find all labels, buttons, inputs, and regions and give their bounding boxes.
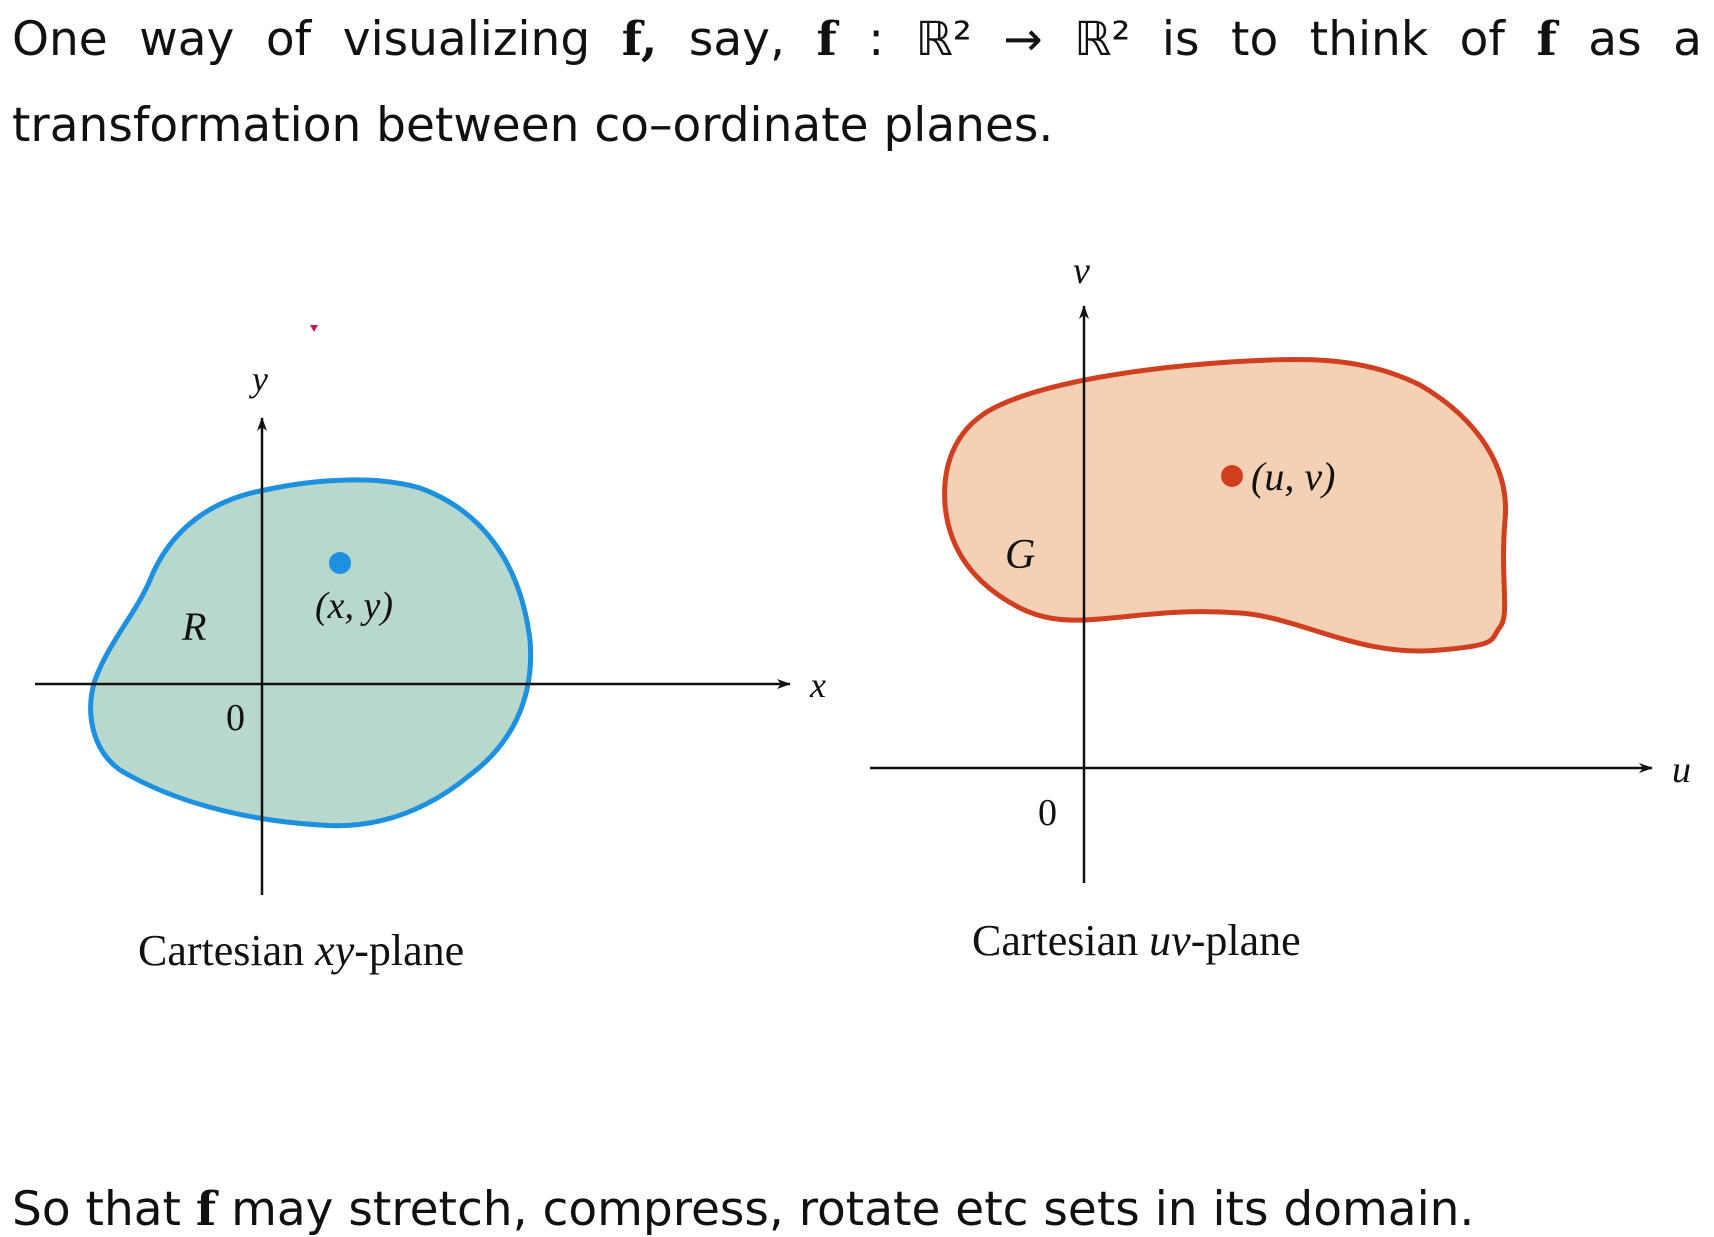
point-xy-label: (x, y)	[315, 585, 393, 627]
intro-line-2: transformation between co–ordinate plane…	[12, 98, 1054, 153]
region-g	[942, 357, 1509, 654]
intro-word: to	[1231, 12, 1279, 67]
intro-word: think	[1309, 12, 1429, 67]
intro-word: of	[265, 12, 312, 67]
intro-word: is	[1161, 12, 1200, 67]
x-axis-label: x	[809, 665, 826, 705]
uv-caption-pre: Cartesian	[972, 916, 1149, 965]
xy-caption-post: -plane	[354, 926, 464, 975]
point-uv-label: (u, v)	[1251, 454, 1335, 499]
v-axis-label: v	[1073, 250, 1090, 292]
intro-word: way	[139, 12, 235, 67]
u-axis-label: u	[1672, 749, 1691, 791]
intro-word: f,	[621, 12, 658, 67]
y-axis-label: y	[249, 359, 268, 399]
xy-origin-label: 0	[226, 697, 245, 739]
intro-word: ℝ²	[1074, 12, 1131, 67]
intro-word: of	[1459, 12, 1505, 67]
intro-word: as	[1588, 12, 1642, 67]
intro-word: f	[816, 12, 837, 67]
uv-plane-caption: Cartesian uv-plane	[972, 916, 1301, 965]
uv-origin-label: 0	[1038, 792, 1057, 834]
closing-text-post: may stretch, compress, rotate etc sets i…	[216, 1182, 1475, 1237]
closing-line: So that f may stretch, compress, rotate …	[12, 1186, 1474, 1233]
region-g-label: G	[1005, 532, 1035, 578]
intro-line-1: One way of visualizing f, say, f: ℝ² → ℝ² is to thin…	[12, 16, 1702, 63]
intro-word: visualizing	[342, 12, 591, 67]
xy-plane-caption: Cartesian xy-plane	[138, 926, 464, 975]
uv-caption-var: uv	[1149, 916, 1191, 965]
closing-text-pre: So that	[12, 1182, 196, 1237]
intro-word: ℝ²	[915, 12, 972, 67]
intro-word: →	[1003, 12, 1043, 67]
xy-plane: x y 0 R (x, y) Cartesian xy-plane	[35, 359, 826, 975]
point-uv	[1221, 465, 1243, 487]
region-r	[88, 477, 534, 829]
xy-caption-var: xy	[314, 926, 355, 975]
region-r-label: R	[181, 604, 206, 649]
closing-f-symbol: f	[195, 1182, 217, 1237]
stray-mark	[310, 325, 318, 332]
intro-word: f	[1536, 12, 1557, 67]
uv-caption-post: -plane	[1191, 916, 1301, 965]
intro-word: say,	[688, 12, 785, 67]
point-xy	[329, 552, 351, 574]
intro-word: a	[1673, 12, 1702, 67]
uv-plane: u v 0 G (u, v) Cartesian uv-plane	[870, 250, 1691, 965]
intro-word: :	[868, 12, 885, 67]
xy-caption-pre: Cartesian	[138, 926, 315, 975]
intro-word: One	[12, 12, 108, 67]
